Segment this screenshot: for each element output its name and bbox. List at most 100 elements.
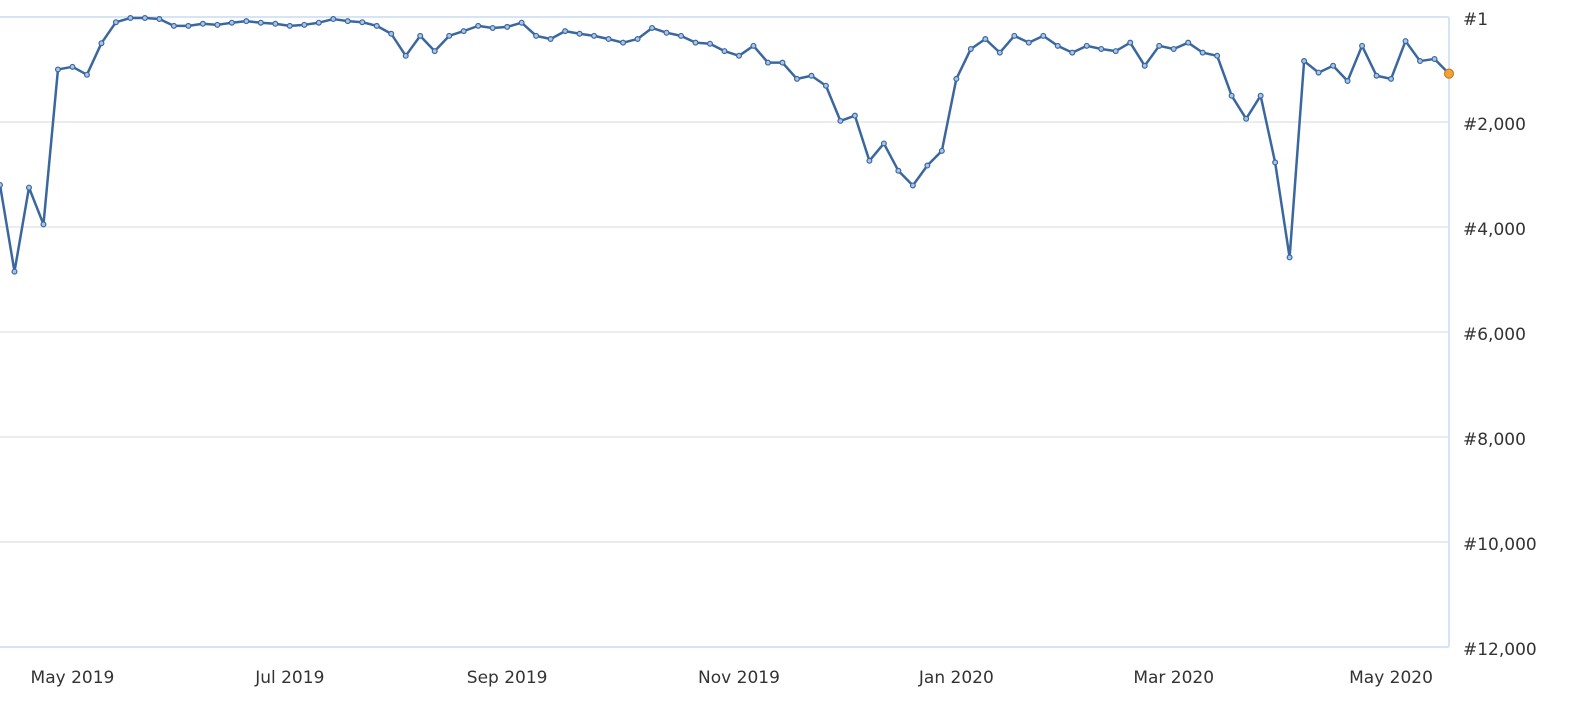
point-marker — [1431, 55, 1438, 62]
point-marker — [1359, 42, 1366, 49]
point-marker — [1388, 75, 1395, 82]
point-marker — [1170, 45, 1177, 52]
point-marker — [996, 49, 1003, 56]
point-marker — [359, 19, 366, 26]
point-marker — [170, 22, 177, 29]
point-marker — [1243, 115, 1250, 122]
point-marker — [1185, 39, 1192, 46]
point-marker — [808, 72, 815, 79]
point-marker — [417, 32, 424, 39]
point-marker — [721, 48, 728, 55]
point-marker — [576, 30, 583, 37]
point-marker — [141, 14, 148, 21]
point-marker — [822, 82, 829, 89]
point-marker — [301, 21, 308, 28]
point-marker — [460, 28, 467, 35]
x-tick-label: Sep 2019 — [467, 668, 548, 688]
point-marker — [1257, 92, 1264, 99]
point-marker — [475, 22, 482, 29]
point-marker — [663, 29, 670, 36]
point-marker — [243, 18, 250, 25]
point-marker — [1011, 32, 1018, 39]
point-marker — [533, 32, 540, 39]
point-marker — [185, 22, 192, 29]
point-marker — [634, 35, 641, 42]
point-marker — [286, 22, 293, 29]
point-marker — [982, 35, 989, 42]
point-marker — [1286, 254, 1293, 261]
point-marker — [1069, 49, 1076, 56]
x-tick-label: Nov 2019 — [698, 668, 780, 688]
x-tick-label: Mar 2020 — [1133, 668, 1214, 688]
point-marker — [1315, 69, 1322, 76]
y-tick-label: #2,000 — [1463, 115, 1526, 135]
point-marker — [1330, 62, 1337, 69]
point-marker — [315, 19, 322, 26]
point-marker — [344, 18, 351, 25]
point-marker — [692, 39, 699, 46]
point-marker — [1054, 42, 1061, 49]
point-marker — [127, 14, 134, 21]
point-marker — [1141, 62, 1148, 69]
point-marker — [620, 39, 627, 46]
point-marker — [764, 59, 771, 66]
point-marker — [402, 52, 409, 59]
point-marker — [112, 19, 119, 26]
y-tick-label: #12,000 — [1463, 640, 1537, 660]
point-marker — [1199, 49, 1206, 56]
point-marker — [1040, 32, 1047, 39]
point-marker — [1214, 52, 1221, 59]
point-marker — [25, 184, 32, 191]
point-marker — [214, 21, 221, 28]
point-marker — [735, 52, 742, 59]
point-marker — [851, 112, 858, 119]
x-tick-label: May 2020 — [1349, 668, 1433, 688]
point-marker — [678, 32, 685, 39]
point-marker — [967, 45, 974, 52]
point-marker — [1344, 78, 1351, 85]
point-marker — [446, 32, 453, 39]
point-marker — [98, 40, 105, 47]
point-marker — [793, 75, 800, 82]
point-marker — [909, 182, 916, 189]
point-marker — [547, 35, 554, 42]
point-marker — [707, 40, 714, 47]
point-marker — [54, 66, 61, 73]
point-marker — [866, 157, 873, 164]
point-marker — [228, 19, 235, 26]
point-marker — [1301, 58, 1308, 65]
point-marker — [1083, 42, 1090, 49]
point-marker — [373, 22, 380, 29]
y-tick-label: #8,000 — [1463, 430, 1526, 450]
point-marker — [924, 162, 931, 169]
point-marker — [1112, 48, 1119, 55]
point-marker — [1228, 92, 1235, 99]
x-tick-label: Jul 2019 — [254, 668, 324, 688]
point-marker — [895, 167, 902, 174]
point-marker — [1272, 159, 1279, 166]
point-marker — [938, 147, 945, 154]
point-marker — [504, 23, 511, 30]
point-marker — [779, 59, 786, 66]
point-marker — [199, 20, 206, 27]
point-marker — [40, 221, 47, 228]
y-tick-label: #4,000 — [1463, 220, 1526, 240]
x-tick-label: Jan 2020 — [918, 668, 994, 688]
point-marker — [431, 48, 438, 55]
point-marker — [649, 24, 656, 31]
point-marker — [0, 181, 3, 188]
point-marker — [257, 19, 264, 26]
point-marker — [518, 19, 525, 26]
point-marker — [272, 20, 279, 27]
point-marker — [69, 63, 76, 70]
series-line — [0, 16, 1450, 273]
point-marker — [1373, 72, 1380, 79]
point-marker — [1402, 38, 1409, 45]
point-marker — [11, 268, 18, 275]
point-marker — [489, 24, 496, 31]
point-marker — [1443, 68, 1455, 79]
point-marker — [605, 35, 612, 42]
point-marker — [1025, 39, 1032, 46]
